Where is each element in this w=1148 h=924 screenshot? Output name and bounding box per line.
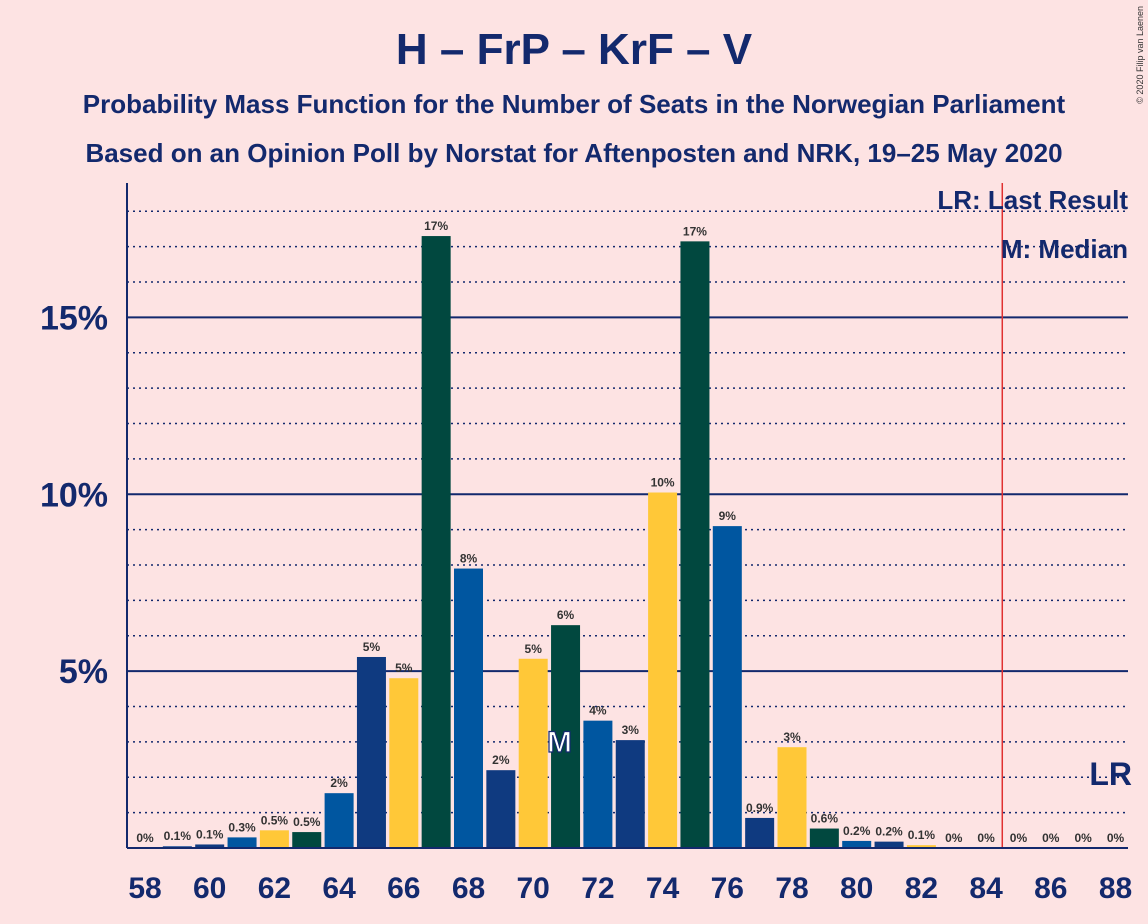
bar [809,828,839,848]
data-label: 0% [945,831,963,845]
legend: LR: Last Result M: Median [937,185,1128,264]
bar [745,817,775,848]
data-label: 3% [622,723,640,737]
bar [874,841,904,848]
y-axis-tick-labels: 5% 10% 15% [40,299,108,691]
x-tick-label: 88 [1099,872,1132,905]
bar [486,770,516,848]
markers: M LR [546,183,1132,848]
bar [421,236,451,848]
bar [356,656,386,848]
legend-last-result: LR: Last Result [937,185,1128,215]
data-label: 0.3% [228,820,256,834]
bar [615,740,645,848]
bar [906,845,936,848]
bar [389,678,419,848]
data-label: 0% [1042,831,1060,845]
data-labels: 0% 0.1% 0.1% 0.3% 0.5% 0.5% 2% 5% 5% 17% 8% 2% 5% 6% 4… [136,219,1124,845]
bar [680,241,710,848]
bar [648,492,678,848]
x-tick-label: 76 [711,872,744,905]
data-label: 3% [783,730,801,744]
x-tick-label: 72 [581,872,614,905]
data-label: 0.6% [811,812,839,826]
data-label: 0.2% [843,824,871,838]
bar [292,832,322,848]
data-label: 0.1% [196,827,224,841]
copyright-notice: © 2020 Filip van Laenen [1135,6,1145,104]
x-tick-label: 80 [840,872,873,905]
data-label: 5% [395,661,413,675]
x-tick-label: 58 [128,872,161,905]
data-label: 5% [525,642,543,656]
data-label: 0.1% [164,829,192,843]
bars [162,236,936,848]
bar [227,837,257,848]
bar [777,747,807,848]
x-tick-label: 64 [322,872,356,905]
legend-median: M: Median [1001,234,1128,264]
x-tick-label: 68 [452,872,485,905]
bar [195,844,225,848]
x-tick-label: 70 [517,872,550,905]
bar [712,526,742,848]
data-label: 0.5% [293,815,321,829]
data-label: 9% [719,509,737,523]
chart-title: H – FrP – KrF – V [396,25,753,74]
bar [518,658,548,848]
data-label: 17% [424,219,448,233]
data-label: 0% [1107,831,1125,845]
data-label: 0% [1010,831,1028,845]
chart-subtitle-line-2: Based on an Opinion Poll by Norstat for … [85,138,1062,168]
x-tick-label: 82 [905,872,938,905]
data-label: 6% [557,608,575,622]
data-label: 0.1% [908,828,936,842]
x-tick-label: 66 [387,872,420,905]
x-tick-label: 60 [193,872,226,905]
bar [551,625,581,848]
x-tick-label: 74 [646,872,680,905]
data-label: 0.9% [746,801,774,815]
bar [259,830,289,848]
data-label: 0.5% [261,813,289,827]
x-tick-label: 78 [775,872,808,905]
data-label: 0.2% [875,825,903,839]
x-axis-tick-labels: 58 60 62 64 66 68 70 72 74 76 78 80 82 84 86 88 [128,872,1132,905]
y-tick-label: 15% [40,299,108,337]
y-tick-label: 5% [59,653,108,691]
bar [454,568,483,848]
data-label: 0% [977,831,995,845]
data-label: 10% [651,476,675,490]
y-tick-label: 10% [40,476,108,514]
data-label: 4% [589,704,607,718]
bar [583,720,613,848]
data-label: 5% [363,640,381,654]
data-label: 2% [330,776,348,790]
data-label: 2% [492,753,510,767]
gridlines [127,210,1128,814]
last-result-marker: LR [1089,756,1132,792]
x-tick-label: 86 [1034,872,1067,905]
bar [324,793,354,848]
bar [842,840,872,848]
median-marker: M [547,726,572,759]
chart-subtitle-line-1: Probability Mass Function for the Number… [83,89,1066,119]
data-label: 17% [683,224,707,238]
x-tick-label: 62 [258,872,291,905]
data-label: 0% [1074,831,1092,845]
x-tick-label: 84 [969,872,1003,905]
data-label: 8% [460,552,478,566]
data-label: 0% [136,831,154,845]
